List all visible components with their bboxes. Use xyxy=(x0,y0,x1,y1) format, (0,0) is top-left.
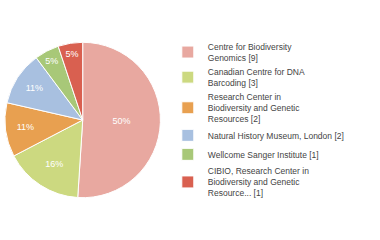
svg-text:Wellcome Sanger Institute [1]: Wellcome Sanger Institute [1] xyxy=(208,150,319,160)
svg-text:11%: 11% xyxy=(17,122,34,132)
svg-text:16%: 16% xyxy=(45,159,63,169)
svg-text:5%: 5% xyxy=(65,49,78,59)
svg-text:11%: 11% xyxy=(26,83,43,93)
svg-text:Research Center inBiodiversity: Research Center inBiodiversity and Genet… xyxy=(208,92,300,124)
svg-text:CIBIO, Research Center inBiodi: CIBIO, Research Center inBiodiversity an… xyxy=(208,166,309,198)
svg-text:Centre for BiodiversityGenomic: Centre for BiodiversityGenomics [9] xyxy=(208,42,292,63)
svg-text:Canadian Centre for DNABarcodi: Canadian Centre for DNABarcoding [3] xyxy=(208,67,305,88)
svg-text:50%: 50% xyxy=(113,116,131,126)
svg-text:Natural History Museum, London: Natural History Museum, London [2] xyxy=(208,131,344,141)
svg-text:5%: 5% xyxy=(45,56,58,66)
